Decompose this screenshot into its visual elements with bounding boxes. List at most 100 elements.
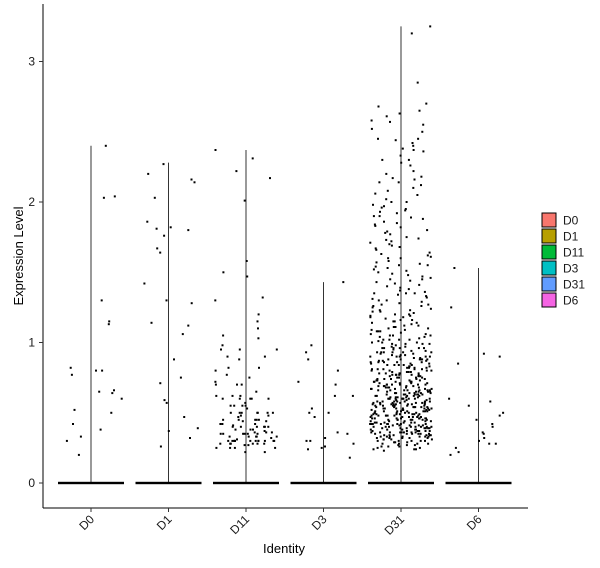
point-D0-10 [104,144,107,147]
point-D31-176 [380,253,383,255]
point-D31-83 [384,317,387,320]
point-D31-185 [411,319,414,321]
point-D31-85 [399,331,402,334]
point-D11-105 [222,271,225,274]
point-D31-195 [383,378,386,380]
point-D31-437 [384,372,387,375]
point-D31-442 [405,386,407,389]
point-D31-497 [418,394,421,397]
point-D31-5 [397,181,400,184]
point-D31-320 [423,407,426,410]
point-D31-230 [423,347,425,350]
point-D31-298 [392,320,395,323]
point-D3-9 [307,448,309,451]
point-D31-70 [383,205,385,208]
point-D31-202 [395,413,398,416]
point-D0-15 [73,408,76,411]
point-D31-115 [412,170,415,173]
point-D11-25 [215,394,218,397]
point-D31-236 [398,373,401,376]
point-D31-215 [390,244,393,247]
point-D31-439 [415,378,418,380]
point-D31-469 [424,387,426,390]
point-D11-17 [239,414,242,417]
point-D1-21 [187,324,190,327]
point-D31-475 [423,403,426,406]
point-D6-6 [453,267,456,269]
point-D31-454 [421,418,424,421]
point-D31-499 [425,399,428,402]
point-D31-308 [370,362,373,365]
point-D6-5 [502,411,505,414]
point-D31-165 [409,164,412,167]
point-D31-405 [428,365,431,368]
point-D31-425 [424,423,427,425]
point-D31-515 [375,437,378,439]
point-D31-392 [388,420,391,423]
point-D31-367 [379,330,382,333]
point-D31-257 [386,285,389,288]
point-D11-97 [274,446,277,449]
point-D31-109 [429,25,432,28]
point-D31-142 [397,364,400,366]
point-D31-406 [376,368,379,371]
point-D31-181 [399,289,401,292]
point-D11-16 [231,439,234,442]
point-D11-102 [233,439,236,442]
point-D11-112 [222,334,225,337]
point-D31-259 [377,299,380,302]
point-D31-329 [406,441,409,444]
point-D31-281 [414,401,417,404]
point-D31-338 [383,347,386,350]
point-D6-12 [498,414,501,417]
point-D31-416 [413,397,416,400]
point-D31-434 [410,364,413,366]
point-D31-414 [408,392,411,395]
point-D31-295 [427,303,430,306]
point-D31-269 [382,351,385,354]
point-D3-12 [307,358,310,361]
violin-D11 [213,149,279,485]
point-D31-227 [403,328,406,331]
point-D11-78 [256,442,259,445]
point-D31-232 [398,355,401,358]
point-D31-427 [401,428,404,431]
point-D31-180 [375,281,378,284]
point-D31-87 [404,345,407,348]
point-D11-43 [231,394,234,397]
legend-item-D3: D3 [541,260,579,276]
point-D31-45 [425,408,428,411]
point-D31-33 [413,366,416,369]
point-D31-209 [418,446,421,449]
point-D31-384 [413,393,416,396]
x-tick-label-D6: D6 [464,512,485,533]
point-D31-407 [409,371,412,373]
point-D31-555 [369,428,372,431]
point-D31-441 [385,383,388,386]
point-D0-2 [98,390,101,393]
point-D31-116 [413,178,416,181]
point-D31-163 [394,139,397,142]
point-D31-390 [413,413,416,416]
point-D31-190 [412,352,415,355]
point-D6-19 [481,431,484,434]
point-D31-117 [386,189,389,192]
point-D11-91 [236,438,238,441]
y-tick-label-0: 0 [28,476,35,490]
legend-item-D6: D6 [541,292,579,308]
point-D31-477 [383,407,386,410]
point-D31-465 [421,376,424,379]
point-D31-511 [399,427,402,430]
point-D31-22 [394,313,396,316]
point-D31-301 [392,334,394,337]
point-D11-34 [246,275,249,278]
point-D11-88 [241,404,244,407]
point-D31-133 [429,307,432,310]
point-D11-110 [238,358,241,361]
point-D31-234 [402,364,405,366]
point-D11-55 [219,423,222,425]
x-tick-label-D0: D0 [76,512,97,533]
point-D31-30 [424,355,427,358]
point-D3-5 [346,432,349,435]
point-D3-2 [348,456,351,459]
